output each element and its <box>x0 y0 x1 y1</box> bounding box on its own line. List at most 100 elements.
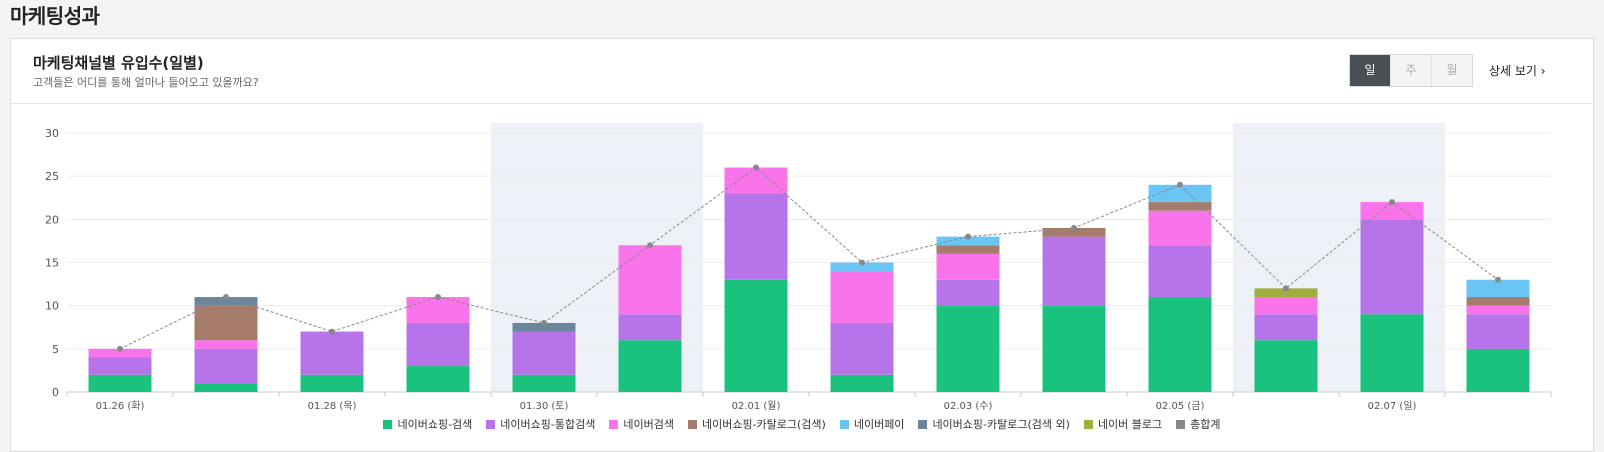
legend-swatch <box>609 419 619 429</box>
x-tick-label: 01.26 (화) <box>96 400 145 412</box>
bar-segment <box>1254 340 1318 392</box>
legend-label: 네이버페이 <box>853 418 905 431</box>
bar-segment <box>406 366 470 392</box>
legend-swatch <box>839 419 849 429</box>
total-point <box>223 294 229 301</box>
legend-label: 네이버쇼핑-카탈로그(검색 외) <box>932 418 1070 431</box>
bar-segment <box>194 383 258 392</box>
total-point <box>117 345 123 352</box>
y-tick-label: 10 <box>45 300 59 313</box>
bar-segment <box>512 322 576 332</box>
bar-segment <box>1148 184 1212 203</box>
legend-swatch <box>1083 419 1093 429</box>
bar-segment <box>1466 305 1530 315</box>
legend-item[interactable]: 네이버쇼핑-통합검색 <box>486 416 595 432</box>
bar-segment <box>1042 236 1106 306</box>
legend-swatch <box>1176 419 1186 429</box>
legend-item[interactable]: 네이버 블로그 <box>1083 416 1163 432</box>
bar-segment <box>194 348 258 384</box>
legend-swatch <box>918 419 928 429</box>
x-tick-label: 02.01 (월) <box>732 400 781 412</box>
stacked-bar-chart: 0 5 10 15 20 25 30 01.26 (화) 01.28 (목) 01.30 (토) 0… <box>45 123 1552 412</box>
bar-segment <box>1466 314 1530 349</box>
bar-segment <box>194 340 258 349</box>
bar-segment <box>1042 227 1106 237</box>
legend-item[interactable]: 네이버쇼핑-검색 <box>383 416 472 432</box>
card-header: 마케팅채널별 유입수(일별) 고객들은 어디를 통해 얼마나 들어오고 있을까요… <box>11 39 1593 104</box>
bar-segment <box>936 305 1000 392</box>
bar-segment <box>512 331 576 375</box>
card-title: 마케팅채널별 유입수(일별) <box>33 54 204 72</box>
chart-card: 마케팅채널별 유입수(일별) 고객들은 어디를 통해 얼마나 들어오고 있을까요… <box>10 38 1594 452</box>
y-tick-label: 15 <box>45 257 59 270</box>
period-daily-button[interactable]: 일 <box>1350 55 1390 86</box>
bar-segment <box>88 357 152 375</box>
bar-segment <box>1042 305 1106 392</box>
total-point <box>965 233 971 240</box>
x-tick-label: 01.30 (토) <box>520 401 569 412</box>
bar-segment <box>1148 297 1212 392</box>
period-weekly-button[interactable]: 주 <box>1390 55 1431 86</box>
bar-segment <box>724 167 788 194</box>
bar-segment <box>1148 202 1212 211</box>
y-tick-label: 25 <box>45 170 59 183</box>
bar-segment <box>936 253 1000 280</box>
total-point <box>1177 181 1183 188</box>
total-point <box>541 319 547 326</box>
bar-segment <box>88 374 152 392</box>
total-point <box>329 328 335 335</box>
bar-segment <box>724 279 788 392</box>
legend-item[interactable]: 총합계 <box>1176 416 1221 432</box>
bar-segment <box>1360 314 1424 392</box>
bar-segment <box>88 348 152 358</box>
bar-segment <box>1466 348 1530 392</box>
bar-segment <box>618 314 682 341</box>
page-title: 마케팅성과 <box>10 4 100 28</box>
bar-segment <box>1466 279 1530 298</box>
legend-label: 네이버쇼핑-검색 <box>397 418 473 431</box>
bar-segment <box>300 331 364 375</box>
legend-label: 네이버 블로그 <box>1097 418 1163 431</box>
bar-segment <box>830 262 894 272</box>
y-tick-label: 20 <box>45 213 59 226</box>
legend-item[interactable]: 네이버쇼핑-카탈로그(검색 외) <box>918 416 1070 432</box>
y-tick-label: 0 <box>52 386 59 399</box>
card-subtitle: 고객들은 어디를 통해 얼마나 들어오고 있을까요? <box>33 76 259 89</box>
total-point <box>1389 199 1395 206</box>
bar-segment <box>1148 210 1212 246</box>
bar-segment <box>194 297 258 306</box>
bar-segment <box>1466 297 1530 306</box>
legend-item[interactable]: 네이버쇼핑-카탈로그(검색) <box>687 416 826 432</box>
y-tick-label: 30 <box>45 127 59 140</box>
legend-label: 총합계 <box>1190 418 1221 431</box>
legend-label: 네이버쇼핑-통합검색 <box>500 418 596 431</box>
bar-segment <box>830 322 894 375</box>
legend-swatch <box>486 419 496 429</box>
x-tick-label: 02.05 (금) <box>1156 400 1205 412</box>
legend-item[interactable]: 네이버페이 <box>839 416 905 432</box>
bar-segment <box>936 245 1000 254</box>
total-point <box>1283 285 1289 292</box>
bar-segment <box>1254 288 1318 298</box>
bar-segment <box>1254 314 1318 341</box>
bar-segment <box>936 236 1000 246</box>
legend-swatch <box>383 419 393 429</box>
bar-segment <box>406 322 470 367</box>
bar-segment <box>1360 202 1424 220</box>
total-point <box>753 164 759 171</box>
bar-segment <box>830 271 894 323</box>
legend-item[interactable]: 네이버검색 <box>609 416 674 432</box>
legend-label: 네이버쇼핑-카탈로그(검색) <box>701 418 826 431</box>
detail-link[interactable]: 상세 보기 › <box>1489 64 1546 78</box>
y-tick-label: 5 <box>52 343 59 356</box>
bar-segment <box>194 305 258 341</box>
total-point <box>435 294 441 301</box>
bar-segment <box>1254 297 1318 315</box>
bar-segment <box>406 297 470 323</box>
bar-segment <box>300 374 364 392</box>
bar-segment <box>512 374 576 392</box>
x-tick-label: 02.03 (수) <box>944 400 993 412</box>
total-point <box>647 242 653 249</box>
period-monthly-button[interactable]: 월 <box>1431 55 1472 86</box>
total-point <box>859 259 865 266</box>
